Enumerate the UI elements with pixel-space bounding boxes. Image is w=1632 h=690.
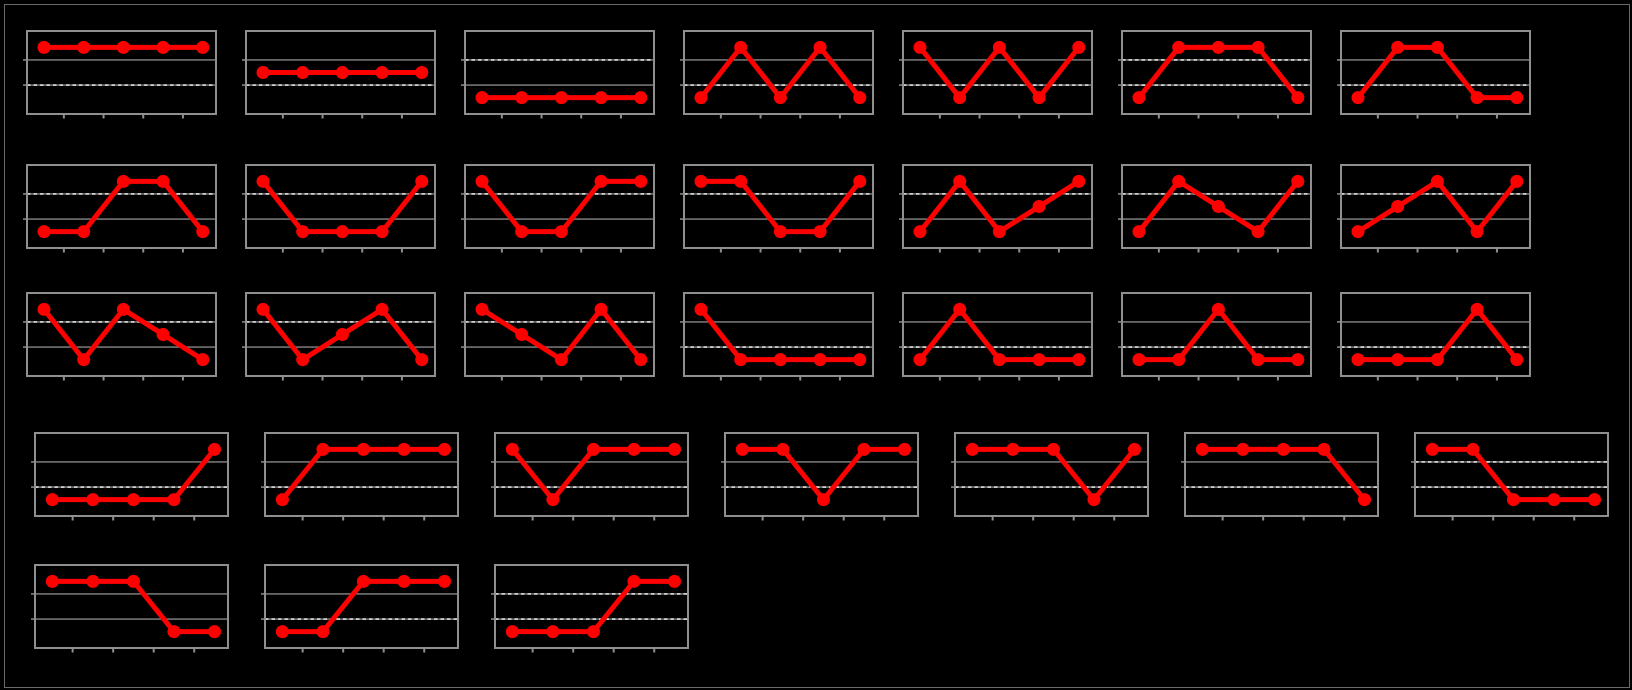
line-chart-svg bbox=[1118, 30, 1312, 119]
sparkline-chart bbox=[460, 30, 656, 120]
line-chart-svg bbox=[242, 164, 436, 253]
line-chart-svg bbox=[899, 292, 1093, 381]
sparkline-chart bbox=[950, 432, 1150, 522]
line-chart-svg bbox=[261, 564, 459, 653]
sparkline-chart bbox=[679, 292, 875, 382]
line-chart-svg bbox=[31, 432, 229, 521]
line-chart-svg bbox=[242, 292, 436, 381]
chart-row bbox=[22, 30, 1532, 120]
sparkline-chart bbox=[490, 564, 690, 654]
line-chart-svg bbox=[242, 30, 436, 119]
sparkline-chart bbox=[1336, 30, 1532, 120]
line-chart-svg bbox=[1411, 432, 1609, 521]
sparkline-chart bbox=[898, 30, 1094, 120]
line-chart-svg bbox=[721, 432, 919, 521]
sparkline-chart bbox=[241, 164, 437, 254]
sparkline-chart bbox=[30, 432, 230, 522]
line-chart-svg bbox=[491, 432, 689, 521]
sparkline-chart bbox=[241, 30, 437, 120]
sparkline-chart bbox=[260, 432, 460, 522]
line-chart-svg bbox=[491, 564, 689, 653]
line-chart-svg bbox=[899, 164, 1093, 253]
sparkline-chart bbox=[241, 292, 437, 382]
chart-row bbox=[30, 432, 1610, 522]
line-chart-svg bbox=[951, 432, 1149, 521]
sparkline-chart bbox=[679, 164, 875, 254]
line-chart-svg bbox=[461, 30, 655, 119]
sparkline-chart bbox=[1117, 164, 1313, 254]
sparkline-chart bbox=[1117, 30, 1313, 120]
sparkline-chart bbox=[898, 292, 1094, 382]
sparkline-chart bbox=[1336, 292, 1532, 382]
line-chart-svg bbox=[31, 564, 229, 653]
line-chart-svg bbox=[680, 30, 874, 119]
chart-row bbox=[22, 164, 1532, 254]
sparkline-chart bbox=[1336, 164, 1532, 254]
sparkline-chart bbox=[1410, 432, 1610, 522]
chart-row bbox=[22, 292, 1532, 382]
chart-row bbox=[30, 564, 690, 654]
line-chart-svg bbox=[680, 164, 874, 253]
sparkline-chart bbox=[720, 432, 920, 522]
line-chart-svg bbox=[1118, 164, 1312, 253]
line-chart-svg bbox=[461, 164, 655, 253]
sparkline-chart bbox=[460, 164, 656, 254]
line-chart-svg bbox=[1337, 30, 1531, 119]
line-chart-svg bbox=[23, 30, 217, 119]
line-chart-svg bbox=[1337, 292, 1531, 381]
line-chart-svg bbox=[461, 292, 655, 381]
sparkline-chart bbox=[22, 292, 218, 382]
sparkline-chart bbox=[260, 564, 460, 654]
sparkline-chart bbox=[460, 292, 656, 382]
line-chart-svg bbox=[899, 30, 1093, 119]
sparkline-chart bbox=[30, 564, 230, 654]
sparkline-chart bbox=[22, 30, 218, 120]
line-chart-svg bbox=[1337, 164, 1531, 253]
sparkline-chart bbox=[679, 30, 875, 120]
sparkline-chart bbox=[898, 164, 1094, 254]
line-chart-svg bbox=[23, 164, 217, 253]
line-chart-svg bbox=[23, 292, 217, 381]
line-chart-svg bbox=[680, 292, 874, 381]
line-chart-svg bbox=[261, 432, 459, 521]
line-chart-svg bbox=[1118, 292, 1312, 381]
sparkline-chart bbox=[22, 164, 218, 254]
sparkline-chart bbox=[1117, 292, 1313, 382]
sparkline-chart bbox=[1180, 432, 1380, 522]
sparkline-chart bbox=[490, 432, 690, 522]
line-chart-svg bbox=[1181, 432, 1379, 521]
